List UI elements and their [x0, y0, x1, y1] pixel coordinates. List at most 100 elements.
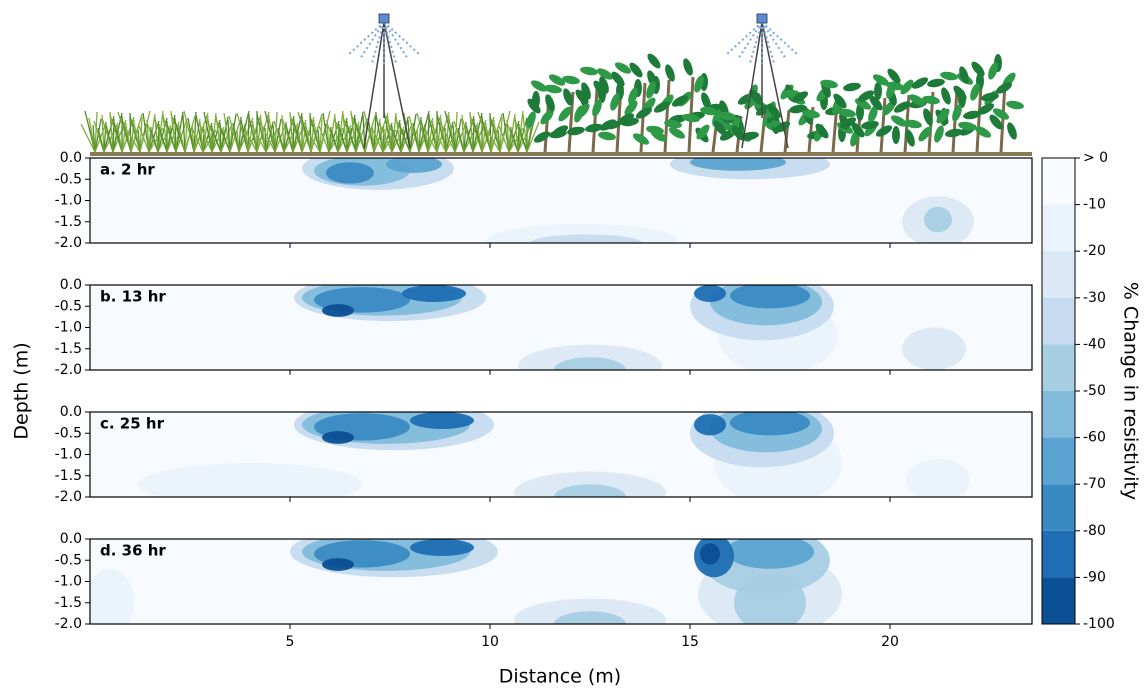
contour-blob: [322, 558, 354, 571]
leaf: [533, 131, 551, 143]
contour-blob: [906, 458, 970, 497]
leaf: [802, 109, 820, 119]
leaf: [904, 119, 922, 129]
leaf: [628, 87, 638, 105]
leaf: [971, 61, 985, 77]
grass-blade: [427, 113, 430, 153]
y-tick-label: -1.5: [55, 214, 82, 230]
spray: [383, 21, 397, 64]
leaf: [974, 126, 992, 138]
colorbar-tick-label: > 0: [1083, 150, 1108, 166]
y-tick-label: -2.0: [55, 362, 82, 378]
leaf: [1006, 100, 1024, 110]
y-tick-label: -2.0: [55, 489, 82, 505]
grass-blade: [382, 115, 389, 153]
grass-blade: [260, 123, 276, 153]
grass-blade: [371, 127, 384, 153]
y-tick-label: -0.5: [55, 425, 82, 441]
leaf: [646, 81, 656, 99]
grass-blade: [285, 124, 294, 153]
leaf: [741, 131, 759, 141]
leaf: [869, 95, 883, 111]
shrub-stem: [975, 85, 983, 153]
leaf: [527, 98, 541, 114]
colorbar-band: [1042, 530, 1075, 578]
contour-blob: [150, 204, 350, 243]
y-tick-label: -1.0: [55, 447, 82, 463]
spray: [761, 21, 775, 64]
grass-blade: [399, 125, 411, 153]
grass-blade: [400, 123, 413, 153]
contour-blob: [386, 158, 442, 173]
grass-blade: [265, 121, 274, 153]
grass-blade: [319, 116, 323, 153]
y-tick-label: 0.0: [60, 531, 82, 547]
grass-blade: [265, 128, 278, 153]
grass-blade: [472, 118, 475, 153]
leaf: [911, 77, 929, 89]
spray: [761, 21, 787, 60]
grass-blade: [238, 116, 242, 153]
grass-blade: [109, 111, 114, 153]
grass-blade: [499, 110, 511, 153]
grass-blade: [292, 118, 295, 153]
contour-blob: [700, 543, 720, 565]
panel-label: c. 25 hr: [100, 415, 165, 433]
leaf: [988, 62, 998, 80]
panel-label: d. 36 hr: [100, 542, 166, 560]
leaf: [981, 92, 999, 102]
leaf: [839, 112, 849, 130]
grass-blade: [247, 113, 250, 153]
leaf: [624, 100, 638, 116]
contour-blob: [322, 431, 354, 444]
contour-blob: [150, 594, 350, 624]
leaf: [923, 108, 933, 126]
leaf: [526, 111, 536, 129]
grass-blade: [297, 128, 303, 153]
grass-blade: [526, 121, 540, 153]
leaf: [995, 82, 1013, 94]
y-tick-label: -2.0: [55, 616, 82, 632]
leaf: [540, 109, 554, 125]
leaf: [749, 89, 763, 105]
spray: [761, 21, 799, 56]
leaf: [940, 71, 958, 81]
leaf: [610, 93, 620, 111]
grass-blade: [199, 124, 213, 153]
grass-blade: [80, 123, 96, 153]
leaf: [970, 83, 980, 101]
grass-blade: [247, 120, 254, 153]
leaf: [653, 101, 671, 113]
grass-blade: [461, 114, 465, 153]
leaf: [941, 87, 951, 105]
colorbar-tick-label: -100: [1083, 616, 1115, 632]
y-tick-label: -1.5: [55, 468, 82, 484]
x-tick-label: 20: [881, 634, 899, 650]
leaf: [918, 126, 932, 142]
leaf: [614, 62, 632, 74]
colorbar-tick-label: -40: [1083, 336, 1106, 352]
leaf: [963, 110, 981, 120]
leaf: [952, 104, 962, 122]
leaf: [936, 108, 950, 124]
y-tick-label: -2.0: [55, 235, 82, 251]
x-tick-label: 10: [481, 634, 499, 650]
colorbar-tick-label: -80: [1083, 523, 1106, 539]
grass-blade: [499, 116, 503, 153]
colorbar-tick-label: -70: [1083, 476, 1106, 492]
colorbar-band: [1042, 158, 1075, 205]
contour-blob: [90, 568, 134, 624]
colorbar-band: [1042, 484, 1075, 531]
colorbar-band: [1042, 391, 1075, 438]
grass-blade: [289, 111, 294, 153]
grass-blade: [112, 118, 115, 153]
grass-blade: [265, 114, 270, 153]
grass-blade: [117, 128, 123, 153]
grass-blade: [498, 125, 510, 153]
leaf: [716, 119, 734, 131]
grass-blade: [139, 110, 151, 153]
grass-blade: [427, 120, 434, 153]
y-tick-label: -1.0: [55, 320, 82, 336]
colorbar-band: [1042, 251, 1075, 298]
grass-blade: [158, 126, 168, 153]
